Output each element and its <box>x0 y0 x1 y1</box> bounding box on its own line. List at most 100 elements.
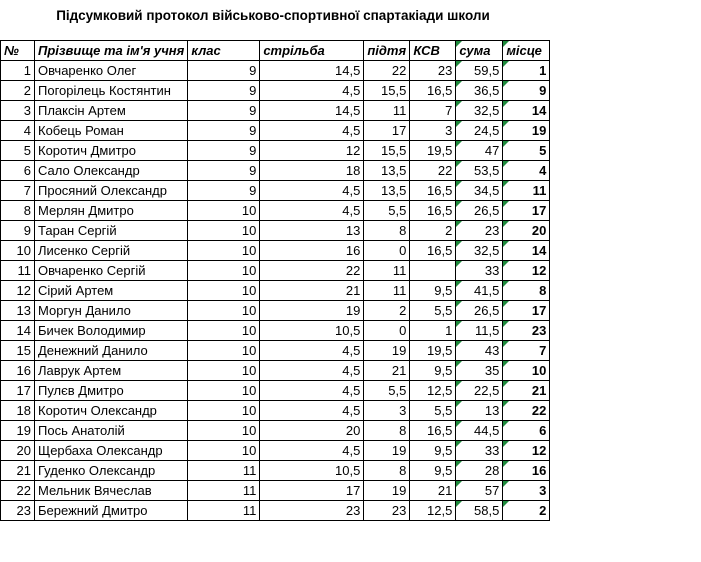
row-number: 7 <box>0 180 35 201</box>
ksv: 19,5 <box>409 340 457 361</box>
student-name: Щербаха Олександр <box>33 440 189 461</box>
place: 22 <box>502 400 551 421</box>
class: 10 <box>187 240 261 261</box>
ksv: 12,5 <box>409 500 457 521</box>
header-cell: КСВ <box>409 40 457 61</box>
row-number: 17 <box>0 380 35 401</box>
row-number: 8 <box>0 200 35 221</box>
pull-ups: 5,5 <box>363 380 411 401</box>
data-row: 10 Лисенко Сергій 10 16 0 16,5 32,5 14 <box>0 240 551 261</box>
place: 14 <box>502 240 551 261</box>
class: 10 <box>187 300 261 321</box>
row-number: 12 <box>0 280 35 301</box>
total: 41,5 <box>455 280 504 301</box>
student-name: Пулєв Дмитро <box>33 380 189 401</box>
place: 19 <box>502 120 551 141</box>
student-name: Сало Олександр <box>33 160 189 181</box>
pull-ups: 19 <box>363 480 411 501</box>
data-row: 14 Бичек Володимир 10 10,5 0 1 11,5 23 <box>0 320 551 341</box>
place: 9 <box>502 80 551 101</box>
total: 24,5 <box>455 120 504 141</box>
ksv: 16,5 <box>409 420 457 441</box>
place: 12 <box>502 260 551 281</box>
ksv: 9,5 <box>409 460 457 481</box>
ksv: 5,5 <box>409 300 457 321</box>
data-row: 11 Овчаренко Сергій 10 22 11 33 12 <box>0 260 551 281</box>
row-number: 20 <box>0 440 35 461</box>
ksv: 3 <box>409 120 457 141</box>
ksv: 9,5 <box>409 280 457 301</box>
shooting: 4,5 <box>259 380 365 401</box>
class: 10 <box>187 380 261 401</box>
shooting: 17 <box>259 480 365 501</box>
data-row: 19 Пось Анатолій 10 20 8 16,5 44,5 6 <box>0 420 551 441</box>
row-number: 19 <box>0 420 35 441</box>
pull-ups: 11 <box>363 280 411 301</box>
total: 22,5 <box>455 380 504 401</box>
data-row: 2 Погорілець Костянтин 9 4,5 15,5 16,5 36,5 9 <box>0 80 551 101</box>
pull-ups: 8 <box>363 420 411 441</box>
shooting: 4,5 <box>259 440 365 461</box>
place: 2 <box>502 500 551 521</box>
class: 9 <box>187 120 261 141</box>
ksv: 5,5 <box>409 400 457 421</box>
total: 57 <box>455 480 504 501</box>
student-name: Коротич Дмитро <box>33 140 189 161</box>
student-name: Моргун Данило <box>33 300 189 321</box>
total: 13 <box>455 400 504 421</box>
header-cell: № <box>0 40 35 61</box>
row-number: 2 <box>0 80 35 101</box>
total: 28 <box>455 460 504 481</box>
class: 10 <box>187 420 261 441</box>
class: 9 <box>187 140 261 161</box>
total: 58,5 <box>455 500 504 521</box>
data-row: 3 Плаксін Артем 9 14,5 11 7 32,5 14 <box>0 100 551 121</box>
ksv: 21 <box>409 480 457 501</box>
place: 11 <box>502 180 551 201</box>
place: 12 <box>502 440 551 461</box>
header-row: № Прізвище та ім'я учня клас стрільба підтя К… <box>0 40 551 61</box>
student-name: Лаврук Артем <box>33 360 189 381</box>
pull-ups: 19 <box>363 440 411 461</box>
place: 20 <box>502 220 551 241</box>
student-name: Мельник Вячеслав <box>33 480 189 501</box>
shooting: 21 <box>259 280 365 301</box>
student-name: Погорілець Костянтин <box>33 80 189 101</box>
total: 33 <box>455 260 504 281</box>
place: 7 <box>502 340 551 361</box>
total: 44,5 <box>455 420 504 441</box>
class: 10 <box>187 280 261 301</box>
row-number: 16 <box>0 360 35 381</box>
data-row: 12 Сірий Артем 10 21 11 9,5 41,5 8 <box>0 280 551 301</box>
class: 11 <box>187 480 261 501</box>
data-row: 17 Пулєв Дмитро 10 4,5 5,5 12,5 22,5 21 <box>0 380 551 401</box>
place: 17 <box>502 300 551 321</box>
shooting: 14,5 <box>259 60 365 81</box>
shooting: 18 <box>259 160 365 181</box>
total: 35 <box>455 360 504 381</box>
header-cell: сума <box>455 40 504 61</box>
place: 23 <box>502 320 551 341</box>
ksv: 23 <box>409 60 457 81</box>
class: 11 <box>187 500 261 521</box>
student-name: Просяний Олександр <box>33 180 189 201</box>
class: 10 <box>187 340 261 361</box>
row-number: 3 <box>0 100 35 121</box>
shooting: 4,5 <box>259 400 365 421</box>
shooting: 4,5 <box>259 360 365 381</box>
shooting: 13 <box>259 220 365 241</box>
ksv: 19,5 <box>409 140 457 161</box>
row-number: 21 <box>0 460 35 481</box>
place: 1 <box>502 60 551 81</box>
total: 53,5 <box>455 160 504 181</box>
shooting: 4,5 <box>259 200 365 221</box>
row-number: 5 <box>0 140 35 161</box>
row-number: 11 <box>0 260 35 281</box>
student-name: Пось Анатолій <box>33 420 189 441</box>
title: Підсумковий протокол військово-спортивно… <box>56 8 490 23</box>
pull-ups: 13,5 <box>363 180 411 201</box>
ksv: 16,5 <box>409 180 457 201</box>
ksv: 16,5 <box>409 200 457 221</box>
place: 10 <box>502 360 551 381</box>
